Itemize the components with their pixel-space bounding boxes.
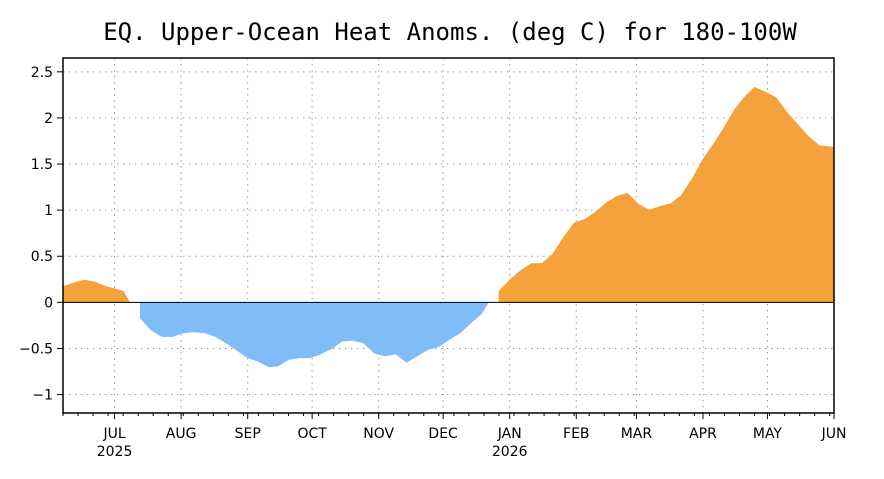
y-tick-label: −0.5 <box>19 341 53 357</box>
x-year-label: 2026 <box>492 444 528 460</box>
chart-title: EQ. Upper-Ocean Heat Anoms. (deg C) for … <box>103 18 797 46</box>
y-tick-label: 2.5 <box>31 65 53 81</box>
plot-frame <box>62 57 835 414</box>
x-tick-label: FEB <box>563 426 590 442</box>
tick-label-layer: 2.5 2 1.5 1 0.5 0 −0.5 −1 JUL 2025 AUG SEP OCT NOV DEC… <box>19 65 846 460</box>
area-layer <box>62 87 835 368</box>
y-tick-label: 1.5 <box>31 157 53 173</box>
y-tick-label: 0.5 <box>31 249 53 265</box>
y-tick-label: 1 <box>44 203 53 219</box>
x-tick-label: AUG <box>166 426 197 442</box>
x-tick-label: JUL <box>102 426 125 442</box>
positive-anomaly-area <box>498 87 835 303</box>
x-year-label: 2025 <box>97 444 133 460</box>
x-tick-label: DEC <box>428 426 458 442</box>
x-tick-label: JUN <box>821 426 847 442</box>
y-tick-label: 2 <box>44 111 53 127</box>
y-tick-label: −1 <box>32 388 53 404</box>
x-tick-label: SEP <box>235 426 261 442</box>
y-tick-label: 0 <box>44 295 53 311</box>
x-tick-label: MAR <box>621 426 653 442</box>
positive-anomaly-area <box>62 279 131 303</box>
x-tick-label: APR <box>689 426 717 442</box>
x-tick-label: NOV <box>363 426 394 442</box>
negative-anomaly-area <box>139 302 489 368</box>
x-tick-label: JAN <box>497 426 522 442</box>
x-tick-label: MAY <box>753 426 783 442</box>
x-tick-label: OCT <box>297 426 327 442</box>
